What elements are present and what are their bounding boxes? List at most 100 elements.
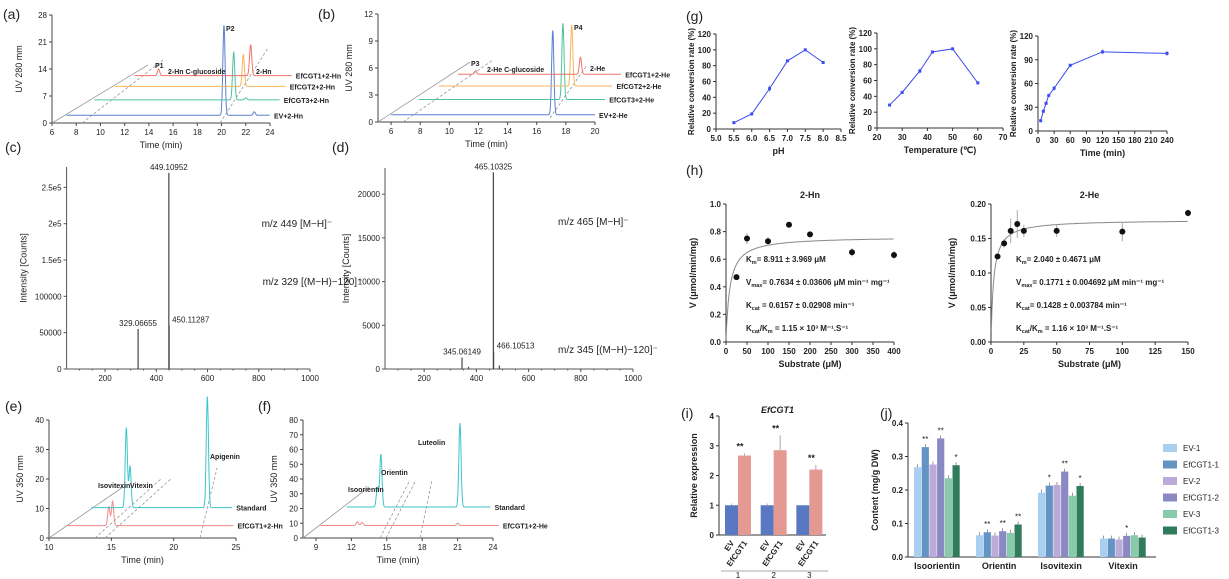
x-tick-label: 7.5 — [800, 134, 812, 143]
y-tick-label: 3 — [369, 91, 374, 100]
y-tick-label: 0.8 — [710, 228, 722, 237]
x-tick-label: 100 — [1116, 347, 1130, 356]
x-tick-label: 30 — [898, 133, 907, 142]
data-point — [1053, 227, 1060, 234]
legend: EV-1 EfCGT1-1 EV-2 EfCGT1-2 EV-3 EfCGT1-3 — [1163, 444, 1220, 536]
x-tick-label: 300 — [845, 347, 859, 356]
x-tick-label: 18 — [193, 128, 202, 137]
perspective-guide-line — [377, 61, 471, 123]
bar — [773, 450, 787, 535]
trace-line — [418, 23, 605, 100]
y-tick-label: 1.0 — [710, 200, 722, 209]
x-axis-label: Time (min) — [377, 555, 420, 565]
x-tick-label: 5.5 — [728, 134, 740, 143]
peak-label: P2 — [226, 26, 235, 33]
chart-title: 2-He — [1080, 190, 1100, 200]
y-tick-label: 20 — [863, 108, 872, 117]
bar — [983, 532, 991, 557]
peak-label: 2-He C-glucoside — [487, 67, 544, 74]
x-tick-label: 10 — [96, 128, 105, 137]
peak-label: 2-Hn C-glucoside — [168, 69, 226, 76]
chromatogram-panel: 9 12 15 18 21 24 0 10 20 30 40 50 60 70 80 Time (min) UV… — [258, 398, 548, 565]
x-tick-label: 14 — [144, 128, 153, 137]
x-tick-label: 400 — [470, 374, 484, 383]
data-point — [1165, 51, 1169, 55]
y-tick-label: 120 — [859, 29, 873, 38]
peak-label: Isoorientin — [348, 487, 384, 494]
ion-annotation: m/z 465 [M−H]⁻ — [558, 217, 629, 228]
data-point — [733, 274, 740, 281]
y-tick-label: 10 — [289, 519, 298, 528]
data-point — [976, 81, 980, 85]
y-tick-label: 6 — [369, 64, 374, 73]
trace-label: EV+2-Hn — [274, 113, 303, 120]
legend-label: EV-2 — [1183, 477, 1201, 486]
trace-line — [439, 24, 613, 87]
y-tick-label: 2 — [710, 472, 715, 481]
bar — [937, 438, 945, 557]
y-axis-label: Intensity [Counts] — [341, 234, 351, 304]
kinetic-parameter: Km= 2.040 ± 0.4671 μM — [1016, 255, 1101, 266]
panel-label: (e) — [5, 398, 22, 414]
parameter-segment: K — [746, 255, 752, 264]
bar — [1014, 524, 1022, 557]
y-tick-label: 40 — [289, 475, 298, 484]
trace-line — [346, 422, 491, 508]
significance-marker: ** — [772, 423, 780, 433]
x-tick-label: 8 — [418, 127, 423, 136]
peak-mz-label: 450.11287 — [172, 315, 210, 324]
legend-swatch — [1163, 493, 1177, 502]
x-tick-label: 50 — [948, 133, 957, 142]
peak-mz-label: 465.10325 — [474, 162, 512, 171]
y-tick-label: 50000 — [39, 329, 62, 338]
y-tick-label: 0.2 — [710, 310, 722, 319]
perspective-guide-line — [81, 59, 164, 124]
y-tick-label: 0 — [369, 118, 374, 127]
y-tick-label: 60 — [863, 77, 872, 86]
x-tick-label: 8.0 — [818, 134, 830, 143]
perspective-guide-line — [379, 479, 411, 539]
y-axis-label: UV 280 mm — [344, 44, 354, 92]
data-point — [821, 61, 825, 64]
data-point — [750, 112, 754, 116]
y-axis-label: V (μmol/min/mg) — [947, 238, 957, 309]
peak-label: 2-Hn — [256, 69, 272, 76]
series-line — [733, 49, 824, 124]
trace-line — [320, 521, 499, 526]
significance-marker: * — [1048, 474, 1051, 483]
bar — [738, 455, 751, 535]
significance-marker: ** — [938, 426, 944, 435]
parameter-segment: max — [1021, 283, 1033, 289]
peak-label: Isovitexin — [98, 483, 130, 490]
data-point — [994, 253, 1001, 260]
x-tick-label: 8 — [74, 128, 79, 137]
data-point — [849, 249, 855, 256]
x-tick-label: 10 — [445, 127, 454, 136]
fit-curve — [725, 238, 894, 340]
kinetic-parameter: Kcat/Km = 1.16 × 10³ M⁻¹.S⁻¹ — [1016, 324, 1119, 335]
parameter-segment: cat — [1022, 306, 1030, 312]
x-tick-label: 0 — [724, 347, 729, 356]
x-tick-label: 18 — [418, 543, 427, 552]
data-point — [1047, 93, 1051, 97]
y-tick-label: 60 — [1024, 80, 1033, 89]
y-tick-label: 40 — [863, 92, 872, 101]
data-point — [1020, 227, 1027, 234]
bar — [1006, 532, 1014, 557]
y-axis-label: Relative expression — [689, 433, 699, 518]
ion-annotation: m/z 449 [M−H]⁻ — [262, 219, 333, 230]
x-tick-label: 20 — [217, 128, 226, 137]
trace-label: EfCGT3+2-Hn — [284, 98, 329, 105]
panel-label: (j) — [880, 405, 892, 421]
y-tick-label: 0.1 — [892, 520, 904, 529]
perspective-guide-line — [48, 486, 124, 539]
peak-label: Luteolin — [418, 440, 445, 447]
y-tick-label: 30 — [35, 446, 44, 455]
y-tick-label: 0 — [57, 365, 62, 374]
mass-spectrum-panel: 200 400 600 800 1000 0 50000 100000 1.5e5 2e5 2.5e… — [5, 139, 362, 383]
significance-marker: ** — [1062, 460, 1068, 469]
panel-label: (b) — [318, 6, 335, 22]
y-tick-label: 2.5e5 — [42, 183, 63, 192]
parameter-segment: cat — [752, 329, 760, 335]
